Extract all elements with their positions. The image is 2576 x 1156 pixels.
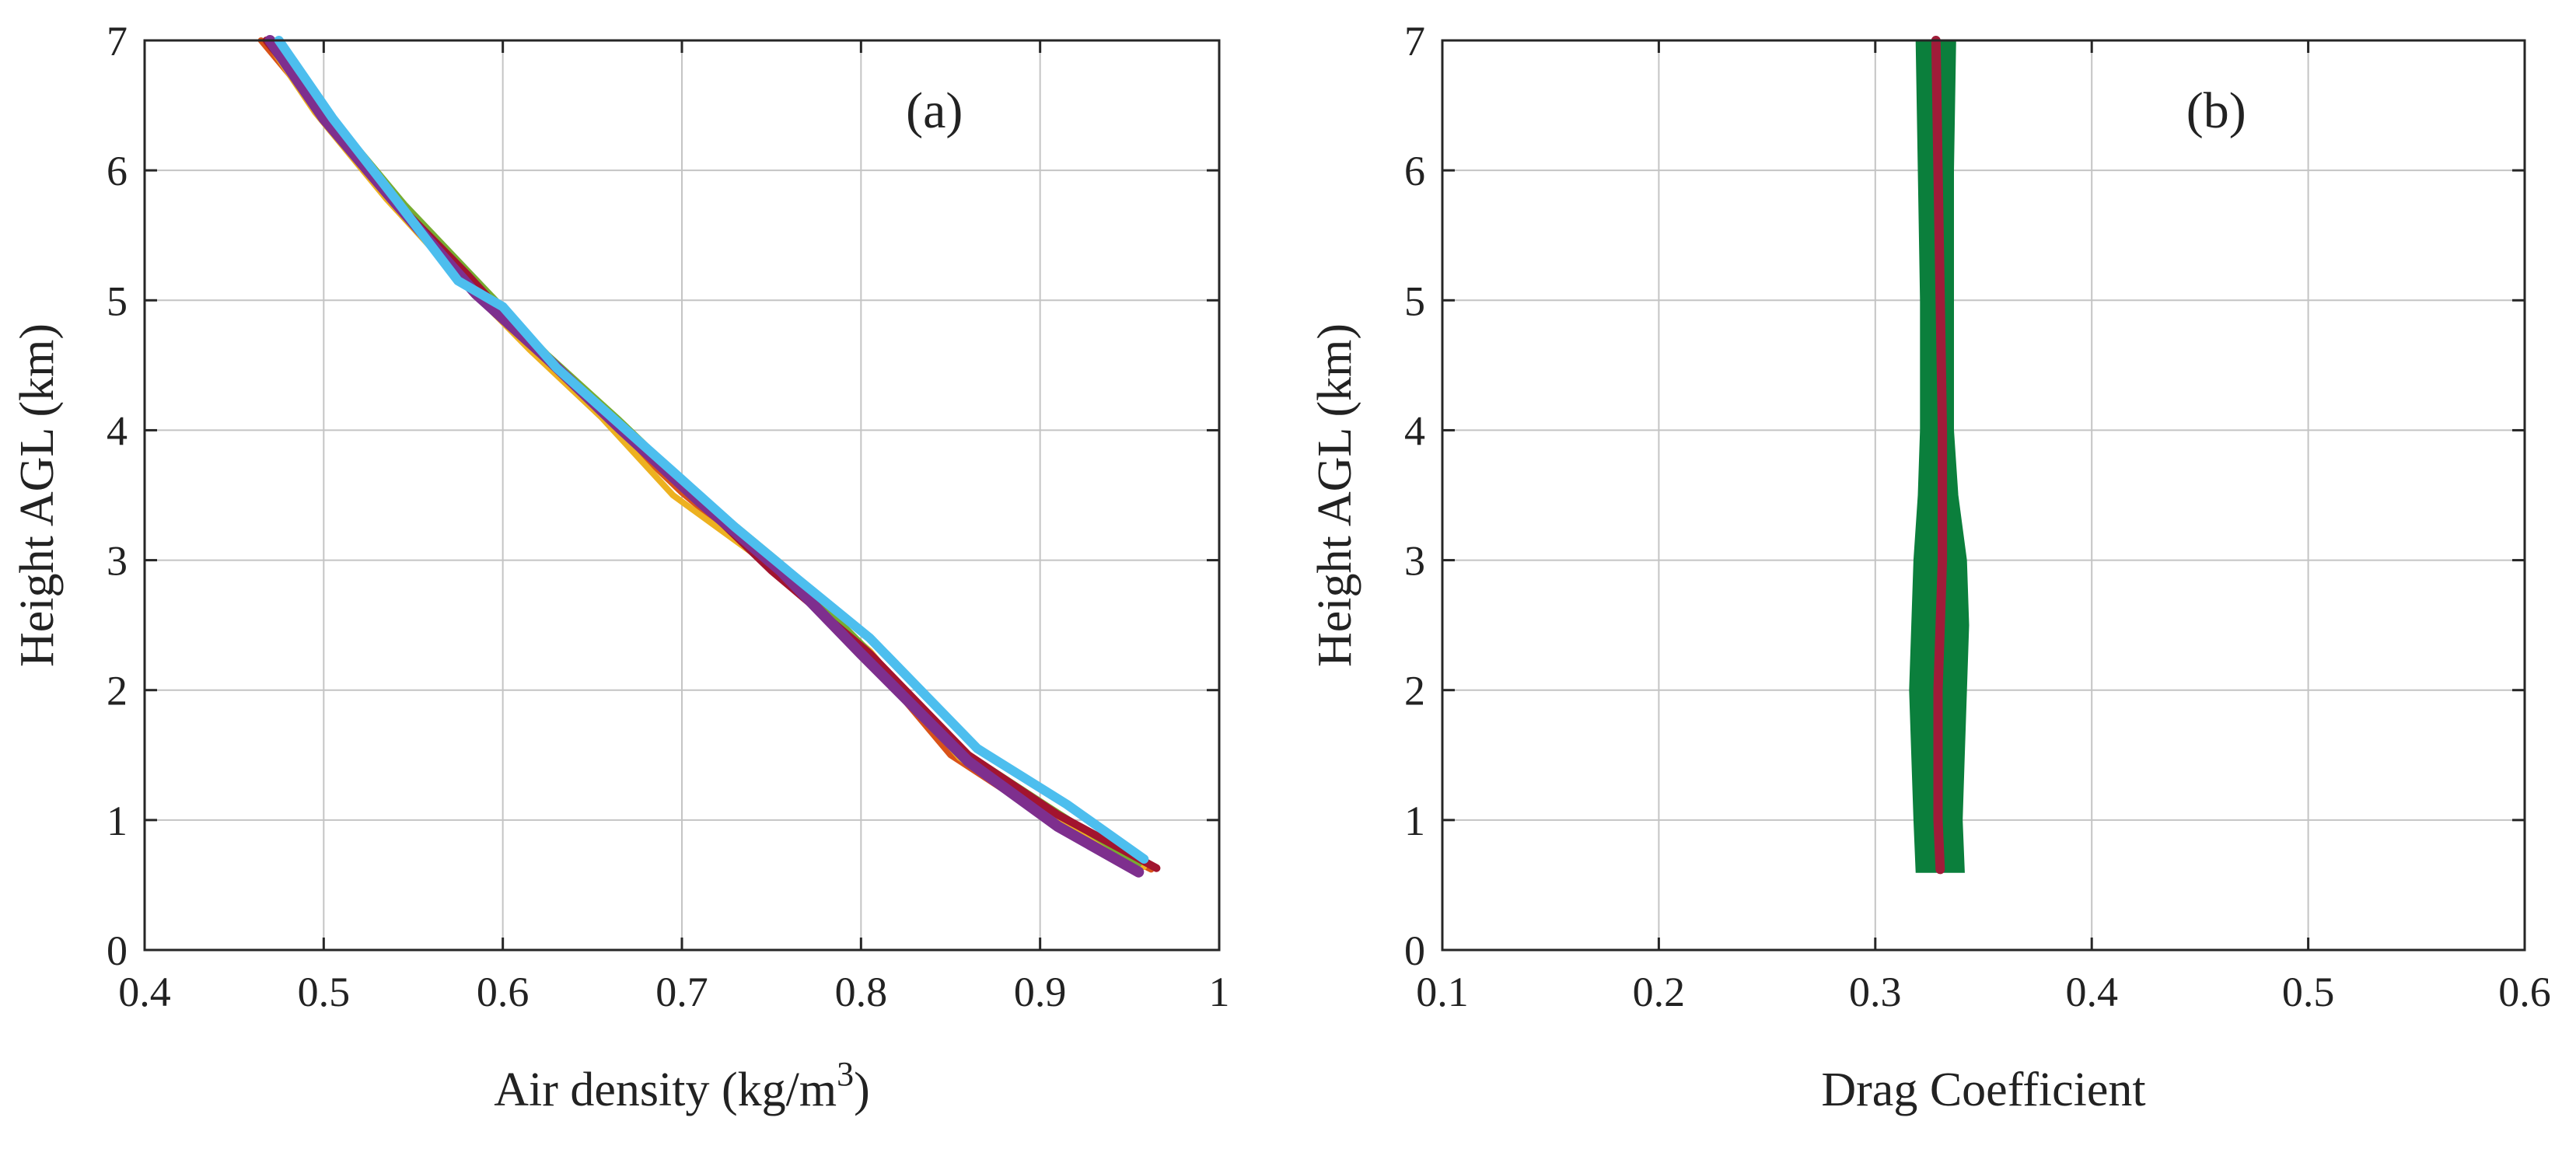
panel-a: 0.4 0.5 0.6 0.7 0.8 0.9 1 0 1 2 3 4 5 6 7 (a) Air dens… — [11, 18, 1230, 1116]
panel-a-x-axis-label-sup: 3 — [837, 1055, 854, 1093]
panel-a-ytick-label-1: 1 — [107, 798, 128, 844]
panel-b-x-axis-label: Drag Coefficient — [1821, 1063, 2145, 1116]
panel-b-axes-frame — [1441, 39, 2526, 952]
panel-b-ticks: 0.1 0.2 0.3 0.4 0.5 0.6 0 1 2 3 4 5 6 7 — [1404, 18, 2551, 1015]
panel-a-series-profile-5 — [264, 35, 1145, 878]
panel-b-xtick-label-2: 0.3 — [1849, 969, 1902, 1015]
panel-a-xtick-label-5: 0.9 — [1014, 969, 1067, 1015]
panel-a-ytick-label-3: 3 — [107, 538, 128, 585]
panel-b-ytick-label-6: 6 — [1404, 148, 1425, 194]
panel-a-ytick-label-7: 7 — [107, 18, 128, 65]
panel-a-series-profile-3 — [270, 37, 1142, 868]
panel-a-series-profile-2 — [263, 37, 1148, 870]
panel-a-series-profile-6 — [274, 36, 1149, 864]
panel-a-ytick-label-6: 6 — [107, 148, 128, 194]
panel-b-xtick-label-4: 0.5 — [2282, 969, 2335, 1015]
panel-a-xtick-label-1: 0.5 — [298, 969, 351, 1015]
panel-a-ticks: 0.4 0.5 0.6 0.7 0.8 0.9 1 0 1 2 3 4 5 6 7 — [107, 18, 1230, 1015]
panel-a-xtick-label-0: 0.4 — [118, 969, 171, 1015]
panel-b-xtick-label-3: 0.4 — [2065, 969, 2118, 1015]
panel-b-ytick-label-1: 1 — [1404, 798, 1425, 844]
panel-b-data — [1909, 36, 1970, 875]
panel-a-y-axis-label: Height AGL (km) — [11, 323, 64, 667]
panel-b-ytick-label-2: 2 — [1404, 668, 1425, 714]
panel-a-ytick-label-4: 4 — [107, 407, 128, 454]
panel-a-x-axis-label-close: ) — [854, 1063, 870, 1116]
panel-b-series-mean — [1931, 36, 1948, 875]
panel-a-ytick-label-5: 5 — [107, 278, 128, 324]
panel-a-label: (a) — [906, 82, 963, 139]
panel-a-x-axis-label-main: Air density (kg/m — [494, 1063, 837, 1116]
panel-b-xtick-label-5: 0.6 — [2498, 969, 2551, 1015]
panel-b-ytick-label-7: 7 — [1404, 18, 1425, 65]
panel-b-grid — [1442, 40, 2525, 951]
panel-a-ytick-label-2: 2 — [107, 668, 128, 714]
panel-a-ytick-label-0: 0 — [107, 927, 128, 974]
panel-b-xtick-label-0: 0.1 — [1416, 969, 1469, 1015]
panel-a-xtick-label-3: 0.7 — [655, 969, 708, 1015]
panel-a-x-axis-label: Air density (kg/m3) — [494, 1055, 870, 1116]
panel-b: 0.1 0.2 0.3 0.4 0.5 0.6 0 1 2 3 4 5 6 7 (b) Drag Coef… — [1309, 18, 2551, 1116]
panel-b-label: (b) — [2186, 82, 2246, 139]
panel-b-ytick-label-0: 0 — [1404, 927, 1425, 974]
panel-a-data — [257, 35, 1161, 878]
panel-b-ytick-label-3: 3 — [1404, 538, 1425, 585]
panel-b-y-axis-label: Height AGL (km) — [1309, 323, 1361, 667]
panel-b-ytick-label-5: 5 — [1404, 278, 1425, 324]
panel-a-xtick-label-2: 0.6 — [477, 969, 530, 1015]
panel-b-xtick-label-1: 0.2 — [1633, 969, 1686, 1015]
panel-a-xtick-label-4: 0.8 — [835, 969, 888, 1015]
panel-a-series-profile-1 — [257, 37, 1155, 873]
panel-b-ytick-label-4: 4 — [1404, 407, 1425, 454]
panel-a-grid — [144, 40, 1220, 951]
panel-a-xtick-label-6: 1 — [1209, 969, 1230, 1015]
panel-a-series-profile-4 — [262, 37, 1161, 872]
